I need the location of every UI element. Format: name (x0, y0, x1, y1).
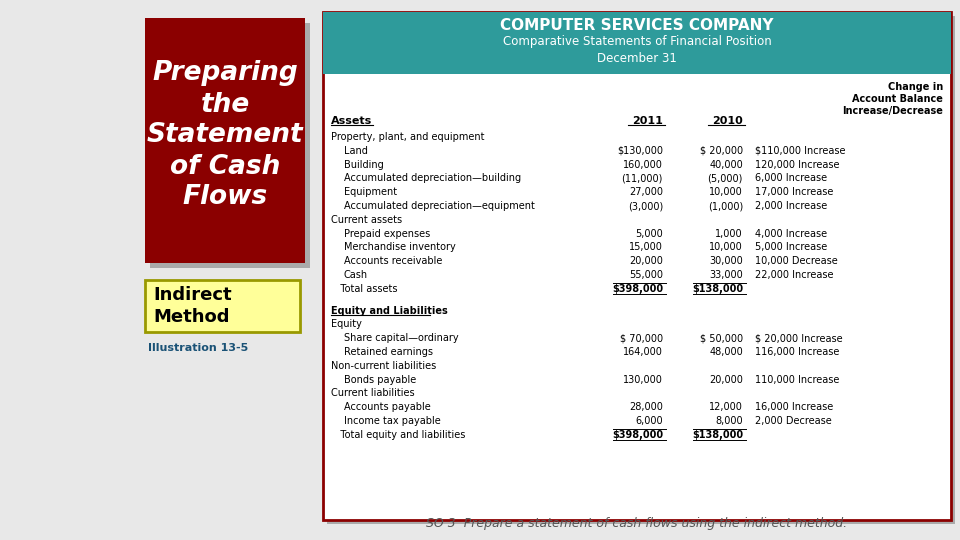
Text: 28,000: 28,000 (629, 402, 663, 412)
Text: Retained earnings: Retained earnings (344, 347, 433, 357)
Text: 40,000: 40,000 (709, 160, 743, 170)
Text: Accumulated depreciation—building: Accumulated depreciation—building (344, 173, 521, 184)
Bar (323, 12, 951, 520)
Text: $138,000: $138,000 (692, 430, 743, 440)
Bar (145, 18, 305, 263)
Text: 12,000: 12,000 (709, 402, 743, 412)
Text: 2,000 Decrease: 2,000 Decrease (755, 416, 831, 426)
Text: 55,000: 55,000 (629, 270, 663, 280)
Text: $ 50,000: $ 50,000 (700, 333, 743, 343)
Text: $398,000: $398,000 (612, 430, 663, 440)
Text: Assets: Assets (331, 116, 372, 126)
Text: $ 20,000: $ 20,000 (700, 146, 743, 156)
Text: COMPUTER SERVICES COMPANY: COMPUTER SERVICES COMPANY (500, 17, 774, 32)
Text: Merchandise inventory: Merchandise inventory (344, 242, 456, 252)
Text: Share capital—ordinary: Share capital—ordinary (344, 333, 459, 343)
Text: Building: Building (344, 160, 384, 170)
Text: 30,000: 30,000 (709, 256, 743, 266)
Text: 22,000 Increase: 22,000 Increase (755, 270, 833, 280)
Text: $110,000 Increase: $110,000 Increase (755, 146, 846, 156)
Bar (327, 16, 955, 524)
Text: Accounts payable: Accounts payable (344, 402, 431, 412)
Text: 2011: 2011 (632, 116, 663, 126)
Text: Land: Land (344, 146, 368, 156)
Text: $130,000: $130,000 (617, 146, 663, 156)
Text: 33,000: 33,000 (709, 270, 743, 280)
Text: Current liabilities: Current liabilities (331, 388, 415, 399)
Text: 10,000: 10,000 (709, 187, 743, 197)
Text: 6,000: 6,000 (636, 416, 663, 426)
Text: 6,000 Increase: 6,000 Increase (755, 173, 828, 184)
Text: 5,000 Increase: 5,000 Increase (755, 242, 828, 252)
Text: Income tax payable: Income tax payable (344, 416, 441, 426)
Text: 160,000: 160,000 (623, 160, 663, 170)
Bar (150, 23, 310, 268)
Text: Total assets: Total assets (331, 284, 397, 294)
Text: 4,000 Increase: 4,000 Increase (755, 228, 828, 239)
Text: 20,000: 20,000 (629, 256, 663, 266)
Bar (145, 280, 300, 332)
Text: 110,000 Increase: 110,000 Increase (755, 375, 839, 384)
Text: December 31: December 31 (597, 51, 677, 64)
Text: Accumulated depreciation—equipment: Accumulated depreciation—equipment (344, 201, 535, 211)
Text: 164,000: 164,000 (623, 347, 663, 357)
Text: Cash: Cash (344, 270, 368, 280)
Text: Total equity and liabilities: Total equity and liabilities (331, 430, 466, 440)
Text: 20,000: 20,000 (709, 375, 743, 384)
Text: $ 70,000: $ 70,000 (620, 333, 663, 343)
Text: Preparing
the
Statement
of Cash
Flows: Preparing the Statement of Cash Flows (147, 60, 303, 211)
Text: 27,000: 27,000 (629, 187, 663, 197)
Text: (11,000): (11,000) (622, 173, 663, 184)
Text: 2010: 2010 (712, 116, 743, 126)
Text: 130,000: 130,000 (623, 375, 663, 384)
Text: Prepaid expenses: Prepaid expenses (344, 228, 430, 239)
Text: (1,000): (1,000) (708, 201, 743, 211)
Text: Equity and Liabilities: Equity and Liabilities (331, 306, 447, 315)
Text: Current assets: Current assets (331, 215, 402, 225)
Text: $ 20,000 Increase: $ 20,000 Increase (755, 333, 843, 343)
Text: (5,000): (5,000) (708, 173, 743, 184)
Text: Change in
Account Balance
Increase/Decrease: Change in Account Balance Increase/Decre… (842, 82, 943, 116)
Text: 10,000: 10,000 (709, 242, 743, 252)
Text: Non-current liabilities: Non-current liabilities (331, 361, 436, 371)
Text: SO 3  Prepare a statement of cash flows using the indirect method.: SO 3 Prepare a statement of cash flows u… (426, 517, 848, 530)
Text: 16,000 Increase: 16,000 Increase (755, 402, 833, 412)
Text: 10,000 Decrease: 10,000 Decrease (755, 256, 838, 266)
Text: 1,000: 1,000 (715, 228, 743, 239)
Text: $138,000: $138,000 (692, 284, 743, 294)
Text: 17,000 Increase: 17,000 Increase (755, 187, 833, 197)
Text: Comparative Statements of Financial Position: Comparative Statements of Financial Posi… (503, 36, 772, 49)
Text: Equipment: Equipment (344, 187, 397, 197)
Text: Illustration 13-5: Illustration 13-5 (148, 343, 249, 353)
Text: 48,000: 48,000 (709, 347, 743, 357)
Text: Equity: Equity (331, 319, 362, 329)
Bar (323, 12, 951, 74)
Text: 120,000 Increase: 120,000 Increase (755, 160, 839, 170)
Text: (3,000): (3,000) (628, 201, 663, 211)
Text: Bonds payable: Bonds payable (344, 375, 417, 384)
Text: 5,000: 5,000 (636, 228, 663, 239)
Text: 2,000 Increase: 2,000 Increase (755, 201, 828, 211)
Text: Accounts receivable: Accounts receivable (344, 256, 443, 266)
Text: $398,000: $398,000 (612, 284, 663, 294)
Text: 116,000 Increase: 116,000 Increase (755, 347, 839, 357)
Text: 15,000: 15,000 (629, 242, 663, 252)
Text: Property, plant, and equipment: Property, plant, and equipment (331, 132, 485, 142)
Text: Indirect
Method: Indirect Method (153, 286, 231, 326)
Text: 8,000: 8,000 (715, 416, 743, 426)
